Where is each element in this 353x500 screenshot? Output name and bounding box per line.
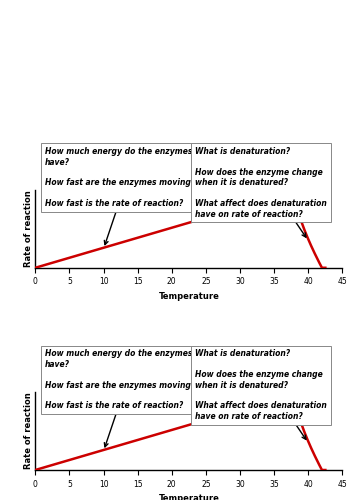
Text: What is denaturation?

How does the enzyme change
when it is denatured?

What af: What is denaturation? How does the enzym…	[195, 350, 327, 421]
Text: What is denaturation?

How does the enzyme change
when it is denatured?

What af: What is denaturation? How does the enzym…	[195, 147, 327, 218]
X-axis label: Temperature: Temperature	[158, 292, 219, 301]
Y-axis label: Rate of reaction: Rate of reaction	[24, 392, 32, 469]
Text: How much energy do the enzymes
have?

How fast are the enzymes moving?

How fast: How much energy do the enzymes have? How…	[44, 350, 195, 410]
Text: How much energy do the enzymes
have?

How fast are the enzymes moving?

How fast: How much energy do the enzymes have? How…	[44, 147, 195, 208]
Y-axis label: Rate of reaction: Rate of reaction	[24, 190, 32, 268]
X-axis label: Temperature: Temperature	[158, 494, 219, 500]
